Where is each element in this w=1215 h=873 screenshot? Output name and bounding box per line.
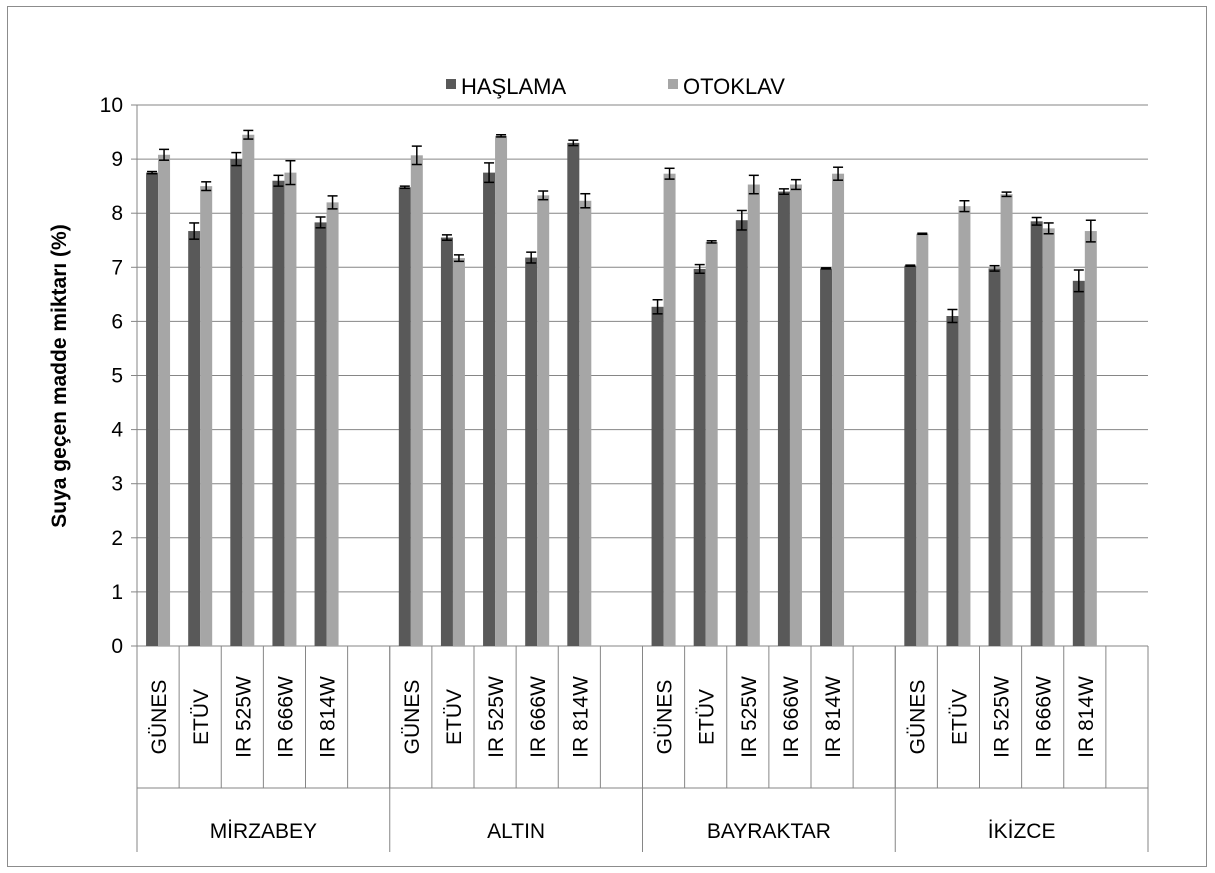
category-label: IR 666W: [274, 676, 297, 758]
category-label: IR 814W: [1075, 676, 1098, 758]
y-tick-label: 10: [100, 94, 123, 117]
bar-otoklav: [958, 206, 971, 647]
y-tick-label: 7: [111, 256, 123, 279]
category-label: IR 814W: [317, 676, 340, 758]
legend-label: OTOKLAV: [683, 74, 785, 99]
group-label: BAYRAKTAR: [707, 820, 831, 843]
bar-haslama: [904, 265, 917, 646]
bar-otoklav: [495, 135, 508, 646]
legend-swatch-otoklav: [668, 79, 678, 89]
y-tick-label: 0: [111, 635, 123, 658]
bar-haslama: [146, 172, 159, 646]
category-label: ETÜV: [443, 689, 466, 745]
bar-otoklav: [747, 184, 760, 647]
category-label: IR 666W: [780, 676, 803, 758]
bar-haslama: [777, 191, 790, 646]
y-tick-label: 4: [111, 419, 123, 442]
group-label: MİRZABEY: [210, 820, 317, 843]
bar-haslama: [314, 222, 327, 646]
bar-haslama: [398, 187, 411, 646]
y-tick-label: 5: [111, 365, 123, 388]
bar-otoklav: [1084, 231, 1097, 647]
category-label: ETÜV: [948, 689, 971, 745]
category-label: IR 525W: [485, 676, 508, 758]
bar-haslama: [188, 231, 201, 647]
category-label: IR 666W: [527, 676, 550, 758]
bar-haslama: [820, 268, 833, 646]
bar-haslama: [525, 257, 538, 646]
bar-otoklav: [916, 233, 929, 646]
group-label: ALTIN: [487, 820, 545, 843]
bar-haslama: [988, 268, 1001, 646]
bar-haslama: [651, 306, 664, 646]
y-tick-label: 8: [111, 202, 123, 225]
legend-swatch-haslama: [446, 79, 456, 89]
bar-otoklav: [832, 173, 845, 646]
bar-otoklav: [1000, 194, 1013, 646]
bar-otoklav: [158, 154, 171, 646]
bar-haslama: [567, 142, 580, 646]
bar-haslama: [1030, 221, 1043, 646]
y-tick-label: 9: [111, 148, 123, 171]
y-tick-label: 6: [111, 310, 123, 333]
bar-otoklav: [537, 195, 550, 647]
bar-haslama: [272, 180, 285, 647]
legend-label: HAŞLAMA: [461, 74, 566, 99]
category-label: GÜNES: [148, 680, 171, 755]
bar-haslama: [693, 268, 706, 646]
category-label: IR 525W: [991, 676, 1014, 758]
y-tick-label: 3: [111, 473, 123, 496]
category-label: IR 525W: [738, 676, 761, 758]
bar-haslama: [735, 220, 748, 646]
bar-otoklav: [284, 172, 297, 646]
bar-haslama: [946, 315, 959, 646]
category-label: GÜNES: [401, 680, 424, 755]
category-label: IR 666W: [1033, 676, 1056, 758]
bar-haslama: [483, 172, 496, 646]
bar-otoklav: [789, 184, 802, 647]
bar-otoklav: [410, 155, 423, 647]
group-label: İKİZCE: [988, 820, 1056, 843]
bar-otoklav: [705, 241, 718, 647]
category-label: ETÜV: [190, 689, 213, 745]
category-label: ETÜV: [696, 689, 719, 745]
bar-otoklav: [579, 200, 592, 646]
category-label: IR 525W: [232, 676, 255, 758]
y-tick-label: 1: [111, 581, 123, 604]
bar-otoklav: [242, 134, 255, 646]
y-tick-label: 2: [111, 527, 123, 550]
bar-otoklav: [1042, 228, 1055, 646]
bar-haslama: [1072, 280, 1085, 646]
y-axis-title: Suya geçen madde miktarı (%): [48, 224, 71, 527]
bar-otoklav: [452, 258, 465, 646]
category-label: IR 814W: [569, 676, 592, 758]
bar-haslama: [440, 237, 453, 647]
category-label: IR 814W: [822, 676, 845, 758]
bar-otoklav: [200, 186, 213, 646]
bar-otoklav: [663, 173, 676, 646]
bar-otoklav: [326, 202, 339, 646]
bar-haslama: [230, 159, 243, 646]
category-label: GÜNES: [906, 680, 929, 755]
category-label: GÜNES: [654, 680, 677, 755]
